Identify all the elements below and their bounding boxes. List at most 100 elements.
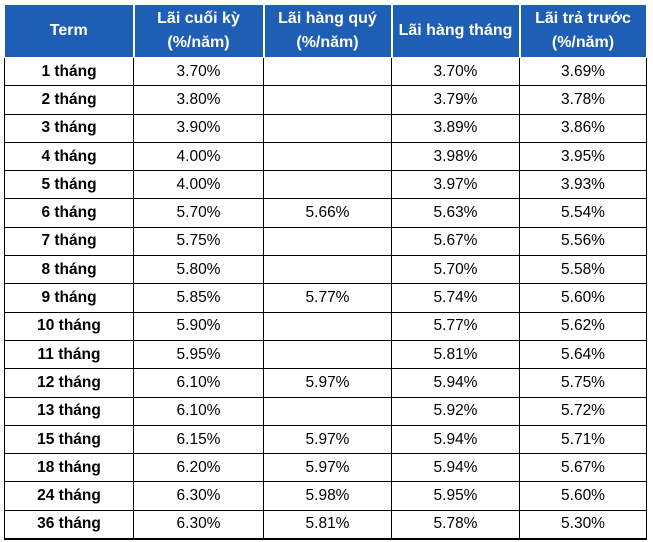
header-quarterly-interest: Lãi hàng quý (%/năm) <box>263 4 393 58</box>
term-cell: 3 tháng <box>4 113 134 143</box>
quarterly-rate-cell <box>263 396 392 426</box>
prepaid-rate-cell: 3.69% <box>519 56 647 87</box>
quarterly-rate-cell: 5.97% <box>263 453 392 483</box>
end-of-term-rate-cell: 5.95% <box>133 339 264 370</box>
term-cell: 11 tháng <box>4 339 134 370</box>
quarterly-rate-cell <box>263 226 392 257</box>
quarterly-rate-cell <box>263 85 392 115</box>
end-of-term-rate-cell: 6.15% <box>133 424 264 455</box>
quarterly-rate-cell: 5.97% <box>263 424 392 455</box>
table-row: 10 tháng 5.90% 5.77% 5.62% <box>4 311 647 341</box>
table-row: 18 tháng 6.20% 5.97% 5.94% 5.67% <box>4 453 647 483</box>
prepaid-rate-cell: 5.56% <box>519 226 647 257</box>
quarterly-rate-cell: 5.98% <box>263 481 392 511</box>
end-of-term-rate-cell: 3.70% <box>133 56 264 87</box>
monthly-rate-cell: 3.79% <box>391 85 520 115</box>
end-of-term-rate-cell: 5.85% <box>133 283 264 313</box>
interest-rate-table: Term Lãi cuối kỳ (%/năm) Lãi hàng quý (%… <box>4 4 648 540</box>
prepaid-rate-cell: 5.64% <box>519 339 647 370</box>
term-cell: 12 tháng <box>4 368 134 398</box>
term-cell: 18 tháng <box>4 453 134 483</box>
monthly-rate-cell: 3.97% <box>391 170 520 200</box>
term-cell: 10 tháng <box>4 311 134 341</box>
prepaid-rate-cell: 5.60% <box>519 283 647 313</box>
monthly-rate-cell: 5.92% <box>391 396 520 426</box>
table-row: 7 tháng 5.75% 5.67% 5.56% <box>4 226 647 257</box>
quarterly-rate-cell: 5.97% <box>263 368 392 398</box>
end-of-term-rate-cell: 5.90% <box>133 311 264 341</box>
term-cell: 9 tháng <box>4 283 134 313</box>
end-of-term-rate-cell: 5.70% <box>133 198 264 228</box>
quarterly-rate-cell <box>263 311 392 341</box>
quarterly-rate-cell <box>263 56 392 87</box>
quarterly-rate-cell: 5.77% <box>263 283 392 313</box>
end-of-term-rate-cell: 6.30% <box>133 481 264 511</box>
table-row: 1 tháng 3.70% 3.70% 3.69% <box>4 56 647 87</box>
prepaid-rate-cell: 5.62% <box>519 311 647 341</box>
end-of-term-rate-cell: 5.80% <box>133 255 264 285</box>
end-of-term-rate-cell: 4.00% <box>133 141 264 172</box>
prepaid-rate-cell: 3.78% <box>519 85 647 115</box>
table-row: 36 tháng 6.30% 5.81% 5.78% 5.30% <box>4 509 647 540</box>
table-row: 11 tháng 5.95% 5.81% 5.64% <box>4 339 647 370</box>
prepaid-rate-cell: 3.86% <box>519 113 647 143</box>
monthly-rate-cell: 5.67% <box>391 226 520 257</box>
term-cell: 5 tháng <box>4 170 134 200</box>
term-cell: 4 tháng <box>4 141 134 172</box>
table-row: 15 tháng 6.15% 5.97% 5.94% 5.71% <box>4 424 647 455</box>
table-row: 12 tháng 6.10% 5.97% 5.94% 5.75% <box>4 368 647 398</box>
monthly-rate-cell: 5.95% <box>391 481 520 511</box>
prepaid-rate-cell: 5.30% <box>519 509 647 540</box>
term-cell: 36 tháng <box>4 509 134 540</box>
term-cell: 6 tháng <box>4 198 134 228</box>
header-row: Term Lãi cuối kỳ (%/năm) Lãi hàng quý (%… <box>4 4 648 58</box>
quarterly-rate-cell <box>263 141 392 172</box>
table-row: 9 tháng 5.85% 5.77% 5.74% 5.60% <box>4 283 647 313</box>
monthly-rate-cell: 5.70% <box>391 255 520 285</box>
quarterly-rate-cell <box>263 170 392 200</box>
end-of-term-rate-cell: 6.10% <box>133 396 264 426</box>
interest-rate-table-container: Term Lãi cuối kỳ (%/năm) Lãi hàng quý (%… <box>4 4 648 540</box>
monthly-rate-cell: 5.94% <box>391 453 520 483</box>
monthly-rate-cell: 5.94% <box>391 368 520 398</box>
end-of-term-rate-cell: 6.20% <box>133 453 264 483</box>
end-of-term-rate-cell: 6.10% <box>133 368 264 398</box>
prepaid-rate-cell: 5.58% <box>519 255 647 285</box>
term-cell: 2 tháng <box>4 85 134 115</box>
header-prepaid-interest: Lãi trả trước (%/năm) <box>519 4 648 58</box>
prepaid-rate-cell: 5.75% <box>519 368 647 398</box>
monthly-rate-cell: 5.78% <box>391 509 520 540</box>
table-row: 6 tháng 5.70% 5.66% 5.63% 5.54% <box>4 198 647 228</box>
prepaid-rate-cell: 3.93% <box>519 170 647 200</box>
monthly-rate-cell: 5.63% <box>391 198 520 228</box>
prepaid-rate-cell: 3.95% <box>519 141 647 172</box>
table-row: 13 tháng 6.10% 5.92% 5.72% <box>4 396 647 426</box>
monthly-rate-cell: 3.70% <box>391 56 520 87</box>
term-cell: 1 tháng <box>4 56 134 87</box>
quarterly-rate-cell <box>263 255 392 285</box>
table-body: 1 tháng 3.70% 3.70% 3.69% 2 tháng 3.80% 3.79% 3… <box>4 56 647 540</box>
prepaid-rate-cell: 5.71% <box>519 424 647 455</box>
term-cell: 24 tháng <box>4 481 134 511</box>
term-cell: 8 tháng <box>4 255 134 285</box>
monthly-rate-cell: 5.94% <box>391 424 520 455</box>
term-cell: 13 tháng <box>4 396 134 426</box>
table-row: 4 tháng 4.00% 3.98% 3.95% <box>4 141 647 172</box>
end-of-term-rate-cell: 4.00% <box>133 170 264 200</box>
prepaid-rate-cell: 5.60% <box>519 481 647 511</box>
term-cell: 7 tháng <box>4 226 134 257</box>
prepaid-rate-cell: 5.54% <box>519 198 647 228</box>
table-row: 24 tháng 6.30% 5.98% 5.95% 5.60% <box>4 481 647 511</box>
monthly-rate-cell: 5.74% <box>391 283 520 313</box>
monthly-rate-cell: 5.81% <box>391 339 520 370</box>
table-row: 8 tháng 5.80% 5.70% 5.58% <box>4 255 647 285</box>
prepaid-rate-cell: 5.67% <box>519 453 647 483</box>
quarterly-rate-cell: 5.81% <box>263 509 392 540</box>
monthly-rate-cell: 5.77% <box>391 311 520 341</box>
monthly-rate-cell: 3.89% <box>391 113 520 143</box>
prepaid-rate-cell: 5.72% <box>519 396 647 426</box>
header-monthly-interest: Lãi hàng tháng <box>391 4 521 58</box>
end-of-term-rate-cell: 3.80% <box>133 85 264 115</box>
table-row: 2 tháng 3.80% 3.79% 3.78% <box>4 85 647 115</box>
term-cell: 15 tháng <box>4 424 134 455</box>
